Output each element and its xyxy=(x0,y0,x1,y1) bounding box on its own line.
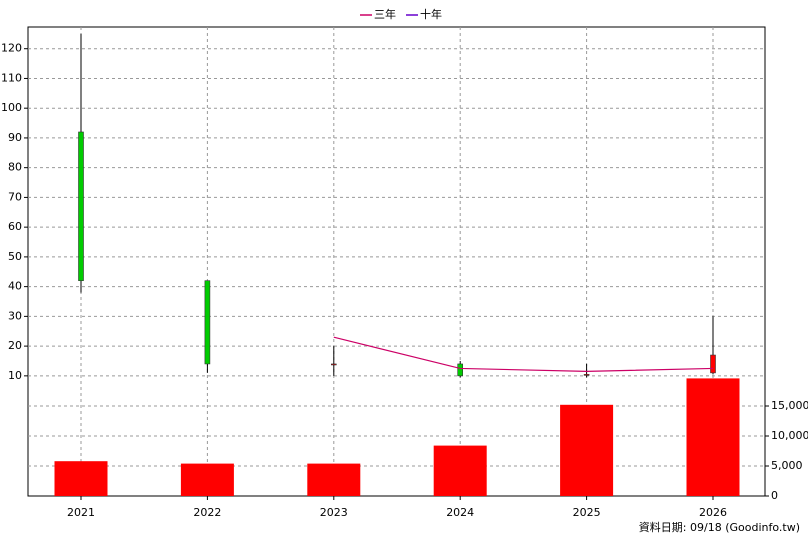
x-tick-label: 2022 xyxy=(193,506,221,519)
legend-label: 十年 xyxy=(420,7,442,21)
series-line xyxy=(333,336,714,372)
x-tick-label: 2025 xyxy=(573,506,601,519)
y-tick-label: 90 xyxy=(8,131,22,144)
y2-tick-label: 5,000 xyxy=(771,459,803,472)
y-tick-label: 20 xyxy=(8,339,22,352)
y-tick-label: 100 xyxy=(1,101,22,114)
y-tick-label: 40 xyxy=(8,280,22,293)
y-tick-label: 10 xyxy=(8,369,22,382)
volume-bar xyxy=(54,461,108,496)
y2-tick-label: 10,000 xyxy=(771,429,808,442)
volume-bar xyxy=(307,463,361,496)
candle-body xyxy=(457,363,464,377)
y-tick-label: 60 xyxy=(8,220,22,233)
x-tick-label: 2024 xyxy=(446,506,474,519)
volume-bar xyxy=(180,463,234,496)
candle-body xyxy=(78,131,84,281)
y-tick-label: 50 xyxy=(8,250,22,263)
candle-body xyxy=(710,354,716,374)
y2-tick-label: 0 xyxy=(771,489,778,502)
footnote: 資料日期: 09/18 (Goodinfo.tw) xyxy=(639,520,800,534)
x-tick-label: 2026 xyxy=(699,506,727,519)
y-tick-label: 80 xyxy=(8,161,22,174)
volume-bar xyxy=(433,445,487,496)
y-tick-label: 110 xyxy=(1,71,22,84)
plot-frame xyxy=(27,26,766,497)
y2-tick-label: 15,000 xyxy=(771,399,808,412)
candle-body xyxy=(204,280,211,365)
x-tick-label: 2021 xyxy=(67,506,95,519)
y-tick-label: 30 xyxy=(8,309,22,322)
volume-bar xyxy=(560,404,614,496)
candle-body xyxy=(583,374,590,376)
legend-label: 三年 xyxy=(374,7,396,21)
candle-body xyxy=(330,363,337,366)
y-tick-label: 120 xyxy=(1,42,22,55)
y-tick-label: 70 xyxy=(8,190,22,203)
volume-bar xyxy=(686,378,740,496)
x-tick-label: 2023 xyxy=(320,506,348,519)
